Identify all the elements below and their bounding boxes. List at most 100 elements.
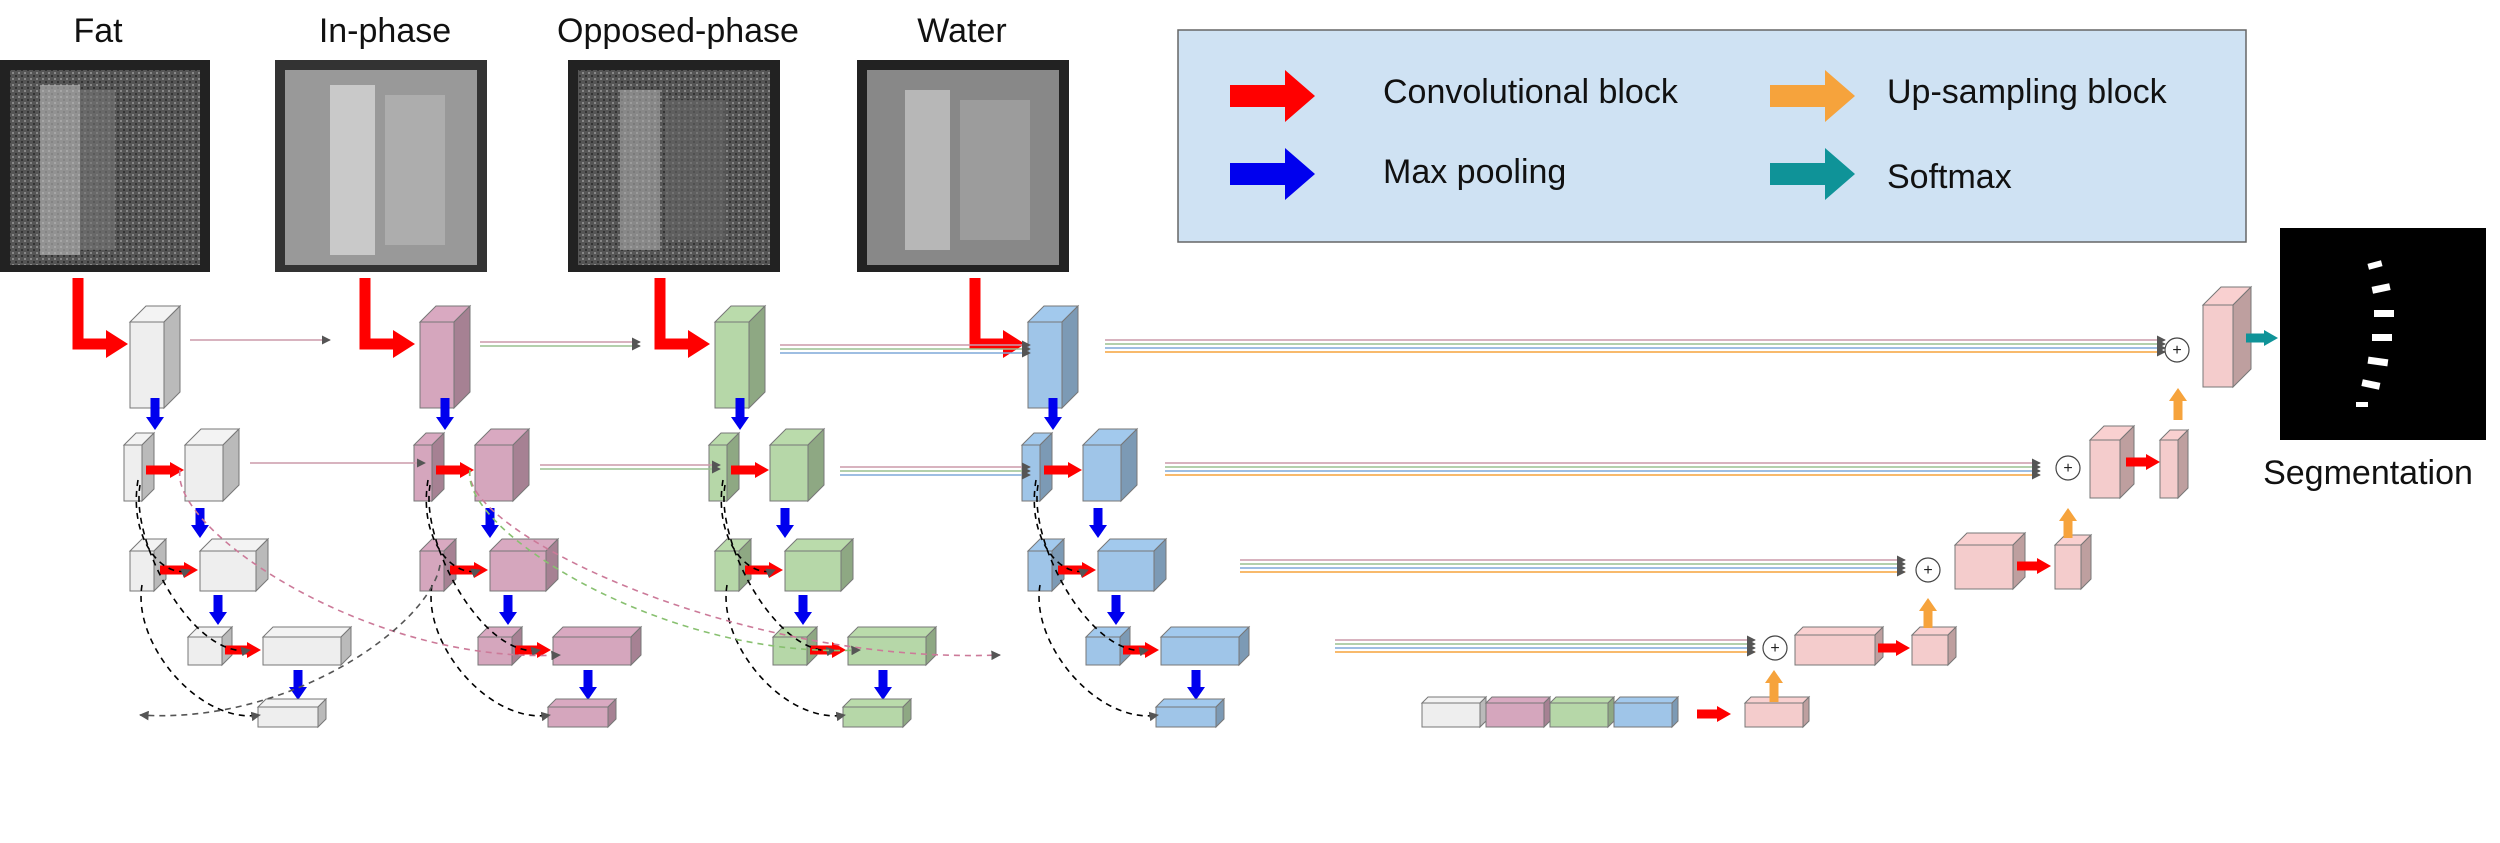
encoder-3-block-l4-front [1155,706,1217,728]
upsample-2 [1919,598,1937,628]
encoder-0-block-l3-top [261,626,353,638]
encoder-3-conv-1 [1044,462,1082,478]
decoder-block-l2b-side [2080,533,2092,591]
encoder-3-pool-0 [1044,398,1062,430]
encoder-2-pool-block-l3-front [772,636,808,666]
encoder-3-pool-2 [1107,595,1125,625]
bottleneck-concat-0-top [1420,696,1488,704]
up-sampling-arrow-icon [1770,70,1855,122]
bottleneck-conv [1697,706,1731,722]
encoder-3-pool-block-l3-front [1085,636,1121,666]
encoder-2-dense-a [720,479,776,578]
input-arrow-0 [72,278,108,350]
encoder-3-block-l4-top [1154,698,1226,708]
input-arrow-1-head [393,330,415,358]
encoder-2-block-l3-top [846,626,938,638]
decoder-block-l1b-front [2159,439,2179,499]
encoder-3-dense-c [1038,584,1159,722]
encoder-0-block-l1-front [184,444,224,502]
encoder-1-block-l4-front [547,706,609,728]
encoder-3-dense-b [1036,484,1149,657]
merge-l1 [2055,455,2081,481]
encoder-3-block-l1-front [1082,444,1122,502]
legend-label-max-pooling: Max pooling [1383,153,1566,191]
decoder-block-l1b-side [2177,428,2189,500]
bottleneck-concat-2-top [1548,696,1616,704]
encoder-2-pool-2 [794,595,812,625]
legend: Convolutional block Up-sampling block Ma… [1177,29,2247,243]
encoder-3-pool-3 [1187,670,1205,700]
encoder-3-block-l2-front [1097,550,1155,592]
input-arrow-3-head [1003,330,1025,358]
encoder-3-block-l0-front [1027,321,1063,409]
input-arrow-2-head [688,330,710,358]
merge-l2-symbol: + [1923,562,1932,579]
encoder-2-block-l3-front [847,636,927,666]
decoder-block-l2a-front [1954,544,2014,590]
encoder-2-block-l0-side [748,304,766,410]
mri-image-opposed-phase [568,60,780,272]
encoder-1-pool-2 [499,595,517,625]
decoder-block-l3b-front [1911,634,1949,666]
encoder-0-pool-block-l2-front [129,550,155,592]
encoder-0-block-l0-front [129,321,165,409]
legend-label-softmax: Softmax [1887,158,2012,196]
bottleneck-concat-1-side [1543,695,1551,729]
encoder-0-dense-c [140,584,261,722]
network-architecture: + + + + [72,278,2278,729]
encoder-2-pool-1 [776,508,794,538]
bottleneck-concat-3-top [1612,696,1680,704]
encoder-2-block-l4-front [842,706,904,728]
input-arrow-2 [654,278,690,350]
encoder-0-pool-2 [209,595,227,625]
input-arrow-1 [359,278,395,350]
encoder-2-pool-block-l2-front [714,550,740,592]
encoder-0-dense-b [138,484,251,657]
encoder-3-block-l0-side [1061,304,1079,410]
encoder-3-block-l3-front [1160,636,1240,666]
encoder-1-dense-b [428,484,541,657]
merge-l1-symbol: + [2063,460,2072,477]
legend-label-convolutional-block: Convolutional block [1383,73,1679,111]
encoder-1-pool-3 [579,670,597,700]
decoder-block-l4-front [1744,702,1804,728]
modality-label-water: Water [917,12,1006,50]
decoder-block-l3a-top [1793,626,1885,636]
decoder-block-l3a-front [1794,634,1876,666]
encoder-1-conv-1 [436,462,474,478]
encoder-1-block-l0-side [453,304,471,410]
decoder-conv-2 [2017,558,2051,574]
upsample-3 [1765,670,1783,702]
bottleneck-concat-0-side [1479,695,1487,729]
convolutional-block-arrow-icon [1230,70,1315,122]
encoder-2-block-l0-front [714,321,750,409]
encoder-2-block-l1-front [769,444,809,502]
encoder-0-pool-block-l1-front [123,444,143,502]
encoder-0-block-l4-front [257,706,319,728]
encoder-2-pool-block-l1-front [708,444,728,502]
encoder-2-pool-0 [731,398,749,430]
bottleneck-concat-3-side [1671,695,1679,729]
decoder-block-l1a-front [2089,439,2121,499]
cross-link-3 [139,564,441,721]
modality-label-opposed-phase: Opposed-phase [557,12,799,50]
encoder-1-pool-1 [481,508,499,538]
merge-l2 [1915,557,1941,583]
encoder-2-dense-c [725,584,846,722]
encoder-1-block-l0-front [419,321,455,409]
merge-l0 [2164,337,2190,363]
mri-image-in-phase [275,60,487,272]
decoder-conv-3 [1878,640,1910,656]
encoder-1-pool-block-l3-front [477,636,513,666]
encoder-1-dense-a [425,479,481,578]
bottleneck-concat-2-side [1607,695,1615,729]
bottleneck-concat-1-front [1485,702,1545,728]
bottleneck-concat-3-front [1613,702,1673,728]
bottleneck-concat-0-front [1421,702,1481,728]
encoder-0-conv-1 [146,462,184,478]
decoder-block-l0-front [2202,304,2234,388]
encoder-0-pool-1 [191,508,209,538]
mri-image-fat [0,60,210,272]
decoder-block-l2b-front [2054,544,2082,590]
